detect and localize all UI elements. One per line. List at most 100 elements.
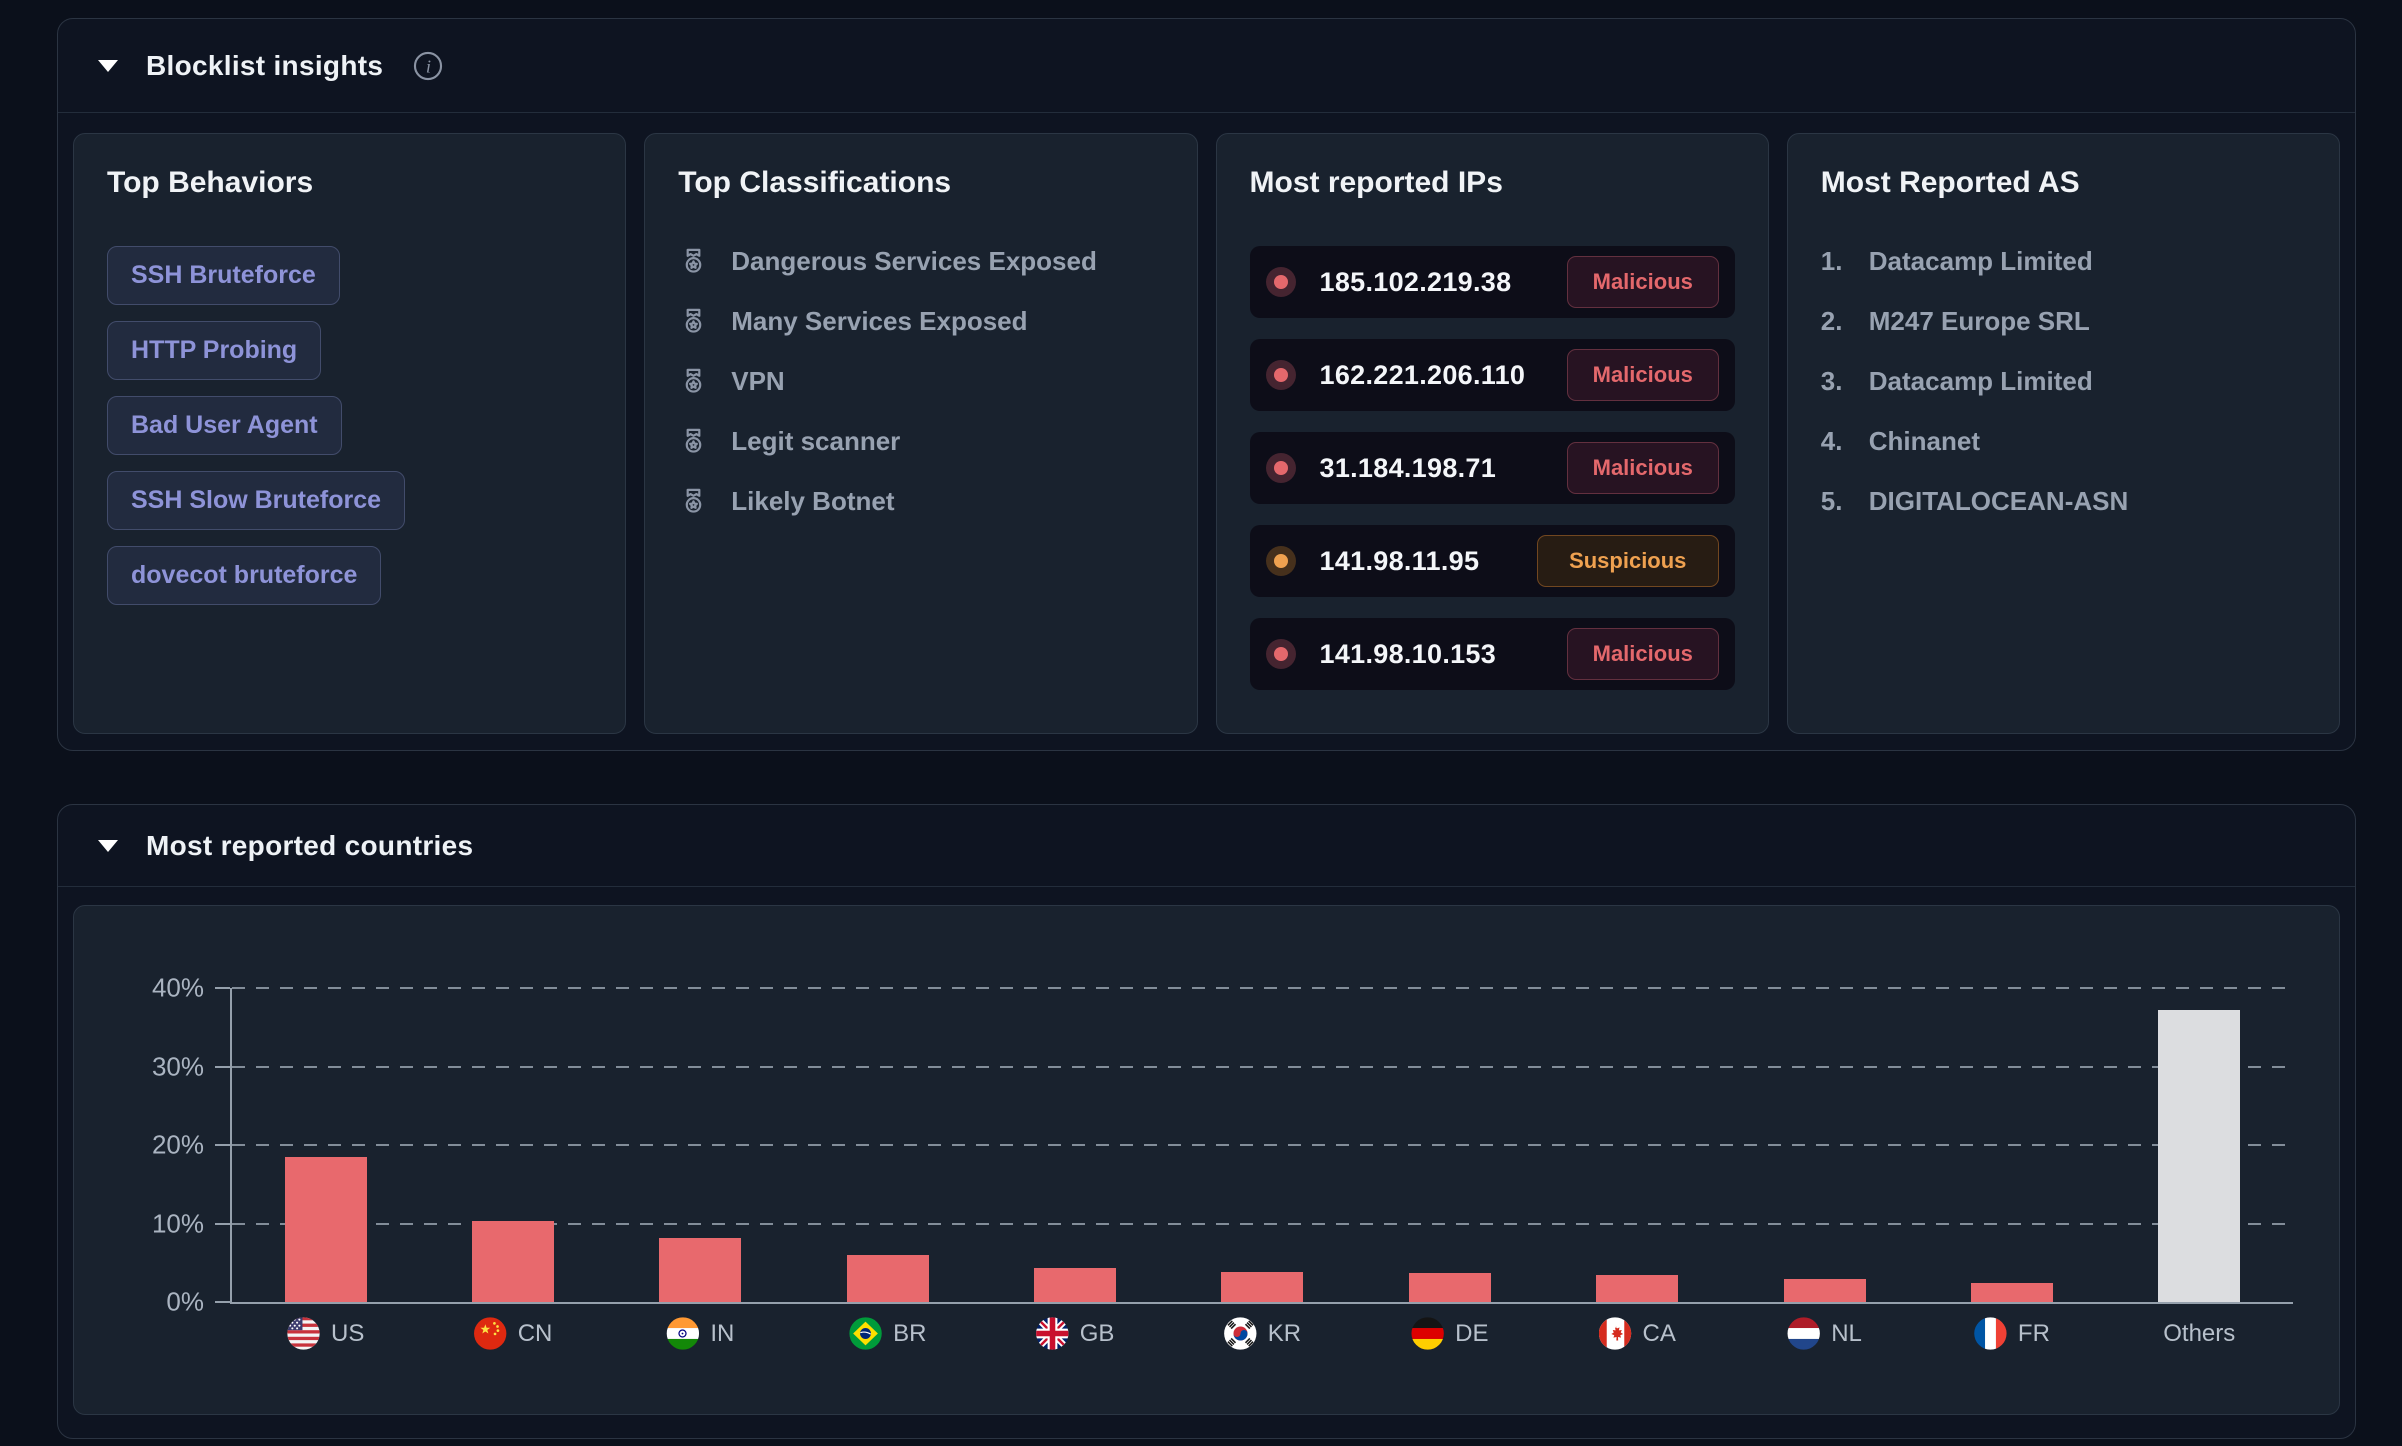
ip-address: 185.102.219.38 <box>1319 266 1512 297</box>
malicious-dot-icon <box>1265 267 1296 297</box>
classification-label: Dangerous Services Exposed <box>731 246 1097 276</box>
panel-title: Most reported IPs <box>1249 166 1503 199</box>
bar-column-br <box>794 988 981 1302</box>
as-list: 1. Datacamp Limited 2. M247 Europe SRL 3… <box>1821 246 2306 517</box>
fr-flag-icon <box>1974 1317 2007 1350</box>
section-title: Blocklist insights <box>146 49 384 81</box>
as-rank: 2. <box>1820 306 1843 336</box>
classification-item[interactable]: Dangerous Services Exposed <box>678 246 1163 277</box>
y-tick <box>215 1065 230 1068</box>
bar-cn[interactable] <box>472 1221 555 1302</box>
bar-nl[interactable] <box>1783 1279 1866 1302</box>
classification-label: Legit scanner <box>731 426 901 456</box>
behavior-chip[interactable]: HTTP Probing <box>107 321 322 380</box>
top-classifications-panel: Top Classifications Dangerous Services E… <box>644 133 1198 734</box>
behavior-chips: SSH Bruteforce HTTP Probing Bad User Age… <box>107 246 592 605</box>
malicious-dot-icon <box>1265 639 1296 669</box>
collapse-triangle-icon[interactable] <box>98 59 118 72</box>
de-flag-icon <box>1411 1317 1444 1350</box>
classification-list: Dangerous Services Exposed Many Services… <box>678 246 1163 517</box>
bar-br[interactable] <box>846 1254 929 1302</box>
country-code: GB <box>1079 1319 1115 1347</box>
collapse-triangle-icon[interactable] <box>98 839 118 852</box>
info-icon[interactable]: i <box>411 49 445 83</box>
bar-ca[interactable] <box>1596 1275 1679 1302</box>
ip-row[interactable]: 141.98.10.153 Malicious <box>1249 618 1735 690</box>
blocklist-insights-header: Blocklist insights i <box>58 19 2355 113</box>
country-code: US <box>331 1319 365 1347</box>
y-tick <box>215 1301 230 1303</box>
bar-kr[interactable] <box>1221 1272 1304 1302</box>
countries-header: Most reported countries <box>58 805 2355 887</box>
ip-row[interactable]: 185.102.219.38 Malicious <box>1249 246 1735 318</box>
y-tick <box>215 1144 230 1146</box>
x-label-fr: FR <box>1918 1317 2105 1350</box>
ip-row[interactable]: 162.221.206.110 Malicious <box>1249 339 1735 411</box>
most-reported-as-panel: Most Reported AS 1. Datacamp Limited 2. … <box>1786 133 2340 734</box>
medal-icon <box>685 488 702 513</box>
country-code: NL <box>1831 1319 1862 1347</box>
y-axis-label: 30% <box>151 1051 204 1081</box>
ca-flag-icon <box>1599 1317 1632 1350</box>
countries-body: 40% 30% 20% 10% 0% US <box>58 887 2355 1438</box>
gridline-10 <box>232 1222 2293 1225</box>
behavior-chip[interactable]: dovecot bruteforce <box>107 546 382 605</box>
behavior-chip[interactable]: Bad User Agent <box>107 396 342 455</box>
bar-us[interactable] <box>284 1156 367 1302</box>
section-title: Most reported countries <box>146 829 474 861</box>
as-name: Datacamp Limited <box>1868 366 2093 396</box>
gridline-40 <box>232 987 2293 989</box>
classification-item[interactable]: Likely Botnet <box>678 486 1163 517</box>
bar-fr[interactable] <box>1970 1283 2053 1302</box>
classification-item[interactable]: VPN <box>678 366 1163 397</box>
classification-label: VPN <box>731 366 785 396</box>
ip-row[interactable]: 31.184.198.71 Malicious <box>1249 432 1735 504</box>
bar-others[interactable] <box>2158 1009 2241 1302</box>
bar-column-others <box>2106 988 2293 1302</box>
bars <box>232 988 2293 1302</box>
behavior-chip[interactable]: SSH Slow Bruteforce <box>107 471 406 530</box>
bar-chart-plot: 40% 30% 20% 10% 0% <box>152 973 2293 1317</box>
svg-text:i: i <box>426 56 431 76</box>
y-tick <box>215 987 230 989</box>
ip-list: 185.102.219.38 Malicious 162.221.206.110… <box>1249 246 1735 690</box>
as-item[interactable]: 2. M247 Europe SRL <box>1821 306 2306 337</box>
bar-column-us <box>232 988 419 1302</box>
as-rank: 1. <box>1820 246 1843 276</box>
as-item[interactable]: 5. DIGITALOCEAN-ASN <box>1821 486 2306 517</box>
bar-de[interactable] <box>1408 1272 1491 1302</box>
y-tick <box>215 1222 230 1225</box>
panel-title: Top Behaviors <box>107 166 314 199</box>
classification-item[interactable]: Many Services Exposed <box>678 306 1163 337</box>
gb-flag-icon <box>1036 1317 1069 1350</box>
as-item[interactable]: 3. Datacamp Limited <box>1821 366 2306 397</box>
x-label-ca: CA <box>1544 1317 1731 1350</box>
classification-label: Many Services Exposed <box>731 306 1028 336</box>
bar-column-cn <box>419 988 606 1302</box>
medal-icon <box>685 308 702 333</box>
country-code: DE <box>1455 1319 1489 1347</box>
country-code: IN <box>710 1319 735 1347</box>
panel-title: Most Reported AS <box>1820 166 2080 199</box>
as-item[interactable]: 4. Chinanet <box>1821 426 2306 457</box>
countries-chart-panel: 40% 30% 20% 10% 0% US <box>73 905 2340 1415</box>
blocklist-panels-row: Top Behaviors SSH Bruteforce HTTP Probin… <box>58 113 2355 750</box>
as-rank: 5. <box>1820 486 1843 516</box>
ip-row[interactable]: 141.98.11.95 Suspicious <box>1249 525 1735 597</box>
bar-gb[interactable] <box>1034 1268 1117 1302</box>
suspicious-dot-icon <box>1265 546 1296 576</box>
bar-column-kr <box>1169 988 1356 1302</box>
country-code: CA <box>1642 1319 1676 1347</box>
behavior-chip[interactable]: SSH Bruteforce <box>107 246 340 305</box>
ip-address: 141.98.11.95 <box>1319 545 1480 576</box>
nl-flag-icon <box>1787 1317 1820 1350</box>
status-badge: Malicious <box>1566 628 1719 680</box>
classification-item[interactable]: Legit scanner <box>678 426 1163 457</box>
as-item[interactable]: 1. Datacamp Limited <box>1821 246 2306 277</box>
x-label-nl: NL <box>1731 1317 1918 1350</box>
bar-in[interactable] <box>659 1238 742 1302</box>
country-code: KR <box>1267 1319 1302 1347</box>
in-flag-icon <box>666 1317 699 1350</box>
x-label-br: BR <box>794 1317 981 1350</box>
y-axis-label: 0% <box>166 1286 204 1317</box>
